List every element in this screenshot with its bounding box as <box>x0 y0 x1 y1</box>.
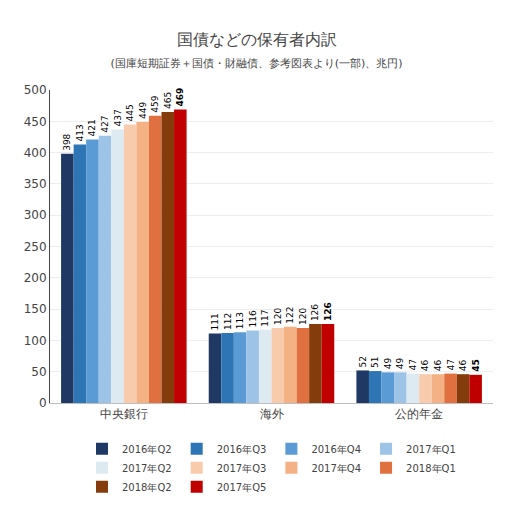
svg-text:469: 469 <box>175 88 185 107</box>
svg-text:120: 120 <box>273 307 283 324</box>
svg-text:45: 45 <box>471 359 481 372</box>
svg-text:122: 122 <box>285 306 295 323</box>
svg-text:459: 459 <box>150 95 160 112</box>
svg-text:126: 126 <box>323 302 333 321</box>
svg-text:421: 421 <box>87 119 97 136</box>
svg-text:2016年Q4: 2016年Q4 <box>311 444 361 455</box>
svg-text:2017年Q3: 2017年Q3 <box>217 463 267 474</box>
svg-text:150: 150 <box>24 302 47 316</box>
svg-text:公的年金: 公的年金 <box>395 407 443 421</box>
svg-text:126: 126 <box>310 304 320 321</box>
svg-text:2018年Q2: 2018年Q2 <box>122 482 172 493</box>
svg-text:49: 49 <box>395 358 405 370</box>
svg-text:465: 465 <box>163 92 173 109</box>
svg-text:47: 47 <box>446 359 456 370</box>
svg-text:2017年Q2: 2017年Q2 <box>122 463 172 474</box>
svg-text:117: 117 <box>260 310 270 327</box>
svg-text:49: 49 <box>383 358 393 370</box>
svg-text:111: 111 <box>210 313 220 330</box>
svg-text:2017年Q1: 2017年Q1 <box>406 444 456 455</box>
svg-text:(国庫短期証券＋国債・財融債、参考図表より(一部)、兆円): (国庫短期証券＋国債・財融債、参考図表より(一部)、兆円) <box>110 57 402 70</box>
svg-text:116: 116 <box>248 310 258 327</box>
svg-text:2016年Q2: 2016年Q2 <box>122 444 172 455</box>
svg-text:47: 47 <box>408 359 418 370</box>
svg-text:113: 113 <box>235 312 245 329</box>
svg-text:50: 50 <box>31 365 46 379</box>
svg-text:海外: 海外 <box>260 407 284 421</box>
svg-text:445: 445 <box>125 104 135 121</box>
svg-text:100: 100 <box>24 334 47 348</box>
svg-text:52: 52 <box>358 356 368 367</box>
svg-text:46: 46 <box>420 359 430 371</box>
svg-text:2017年Q4: 2017年Q4 <box>311 463 361 474</box>
svg-text:46: 46 <box>433 359 443 371</box>
svg-text:200: 200 <box>24 271 47 285</box>
svg-text:350: 350 <box>24 177 47 191</box>
svg-text:0: 0 <box>39 396 47 410</box>
svg-text:500: 500 <box>24 83 47 97</box>
svg-text:427: 427 <box>100 116 110 133</box>
svg-text:2018年Q1: 2018年Q1 <box>406 463 456 474</box>
svg-text:400: 400 <box>24 146 47 160</box>
svg-text:398: 398 <box>62 133 72 150</box>
svg-text:120: 120 <box>298 307 308 324</box>
svg-text:300: 300 <box>24 208 47 222</box>
svg-text:2017年Q5: 2017年Q5 <box>217 482 267 493</box>
svg-text:250: 250 <box>24 240 47 254</box>
svg-text:413: 413 <box>75 124 85 141</box>
svg-text:中央銀行: 中央銀行 <box>100 407 148 421</box>
svg-text:112: 112 <box>223 313 233 330</box>
svg-text:449: 449 <box>138 101 148 118</box>
svg-text:46: 46 <box>458 359 468 371</box>
svg-text:2016年Q3: 2016年Q3 <box>217 444 267 455</box>
svg-text:国債などの保有者内訳: 国債などの保有者内訳 <box>177 30 337 49</box>
svg-text:450: 450 <box>24 115 47 129</box>
svg-text:437: 437 <box>113 109 123 126</box>
svg-text:51: 51 <box>370 357 380 368</box>
